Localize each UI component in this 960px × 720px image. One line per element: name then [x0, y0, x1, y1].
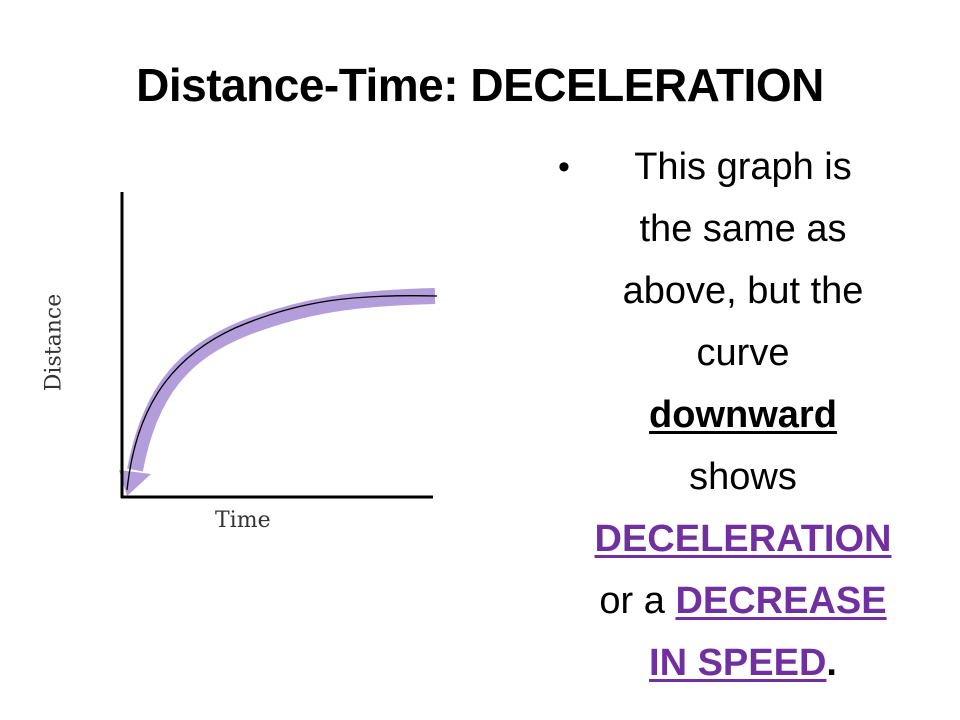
deceleration-arrow-band	[127, 288, 436, 472]
emphasis-downward: downward	[649, 394, 837, 436]
accent-in-speed: IN SPEED	[649, 642, 827, 684]
bullet-line: curve	[696, 332, 790, 374]
bullet-line: This graph is	[634, 146, 852, 188]
bullet-dot-icon: •	[558, 148, 570, 186]
bullet-line: or a	[599, 580, 676, 622]
accent-deceleration: DECELERATION	[594, 518, 892, 560]
accent-decrease: DECREASE	[675, 580, 887, 622]
bullet-line: above, but the	[622, 270, 864, 312]
distance-time-curve	[126, 295, 438, 491]
x-axis-label: Time	[215, 508, 271, 533]
graph-canvas	[119, 192, 438, 499]
y-axis-label: Distance	[41, 293, 67, 392]
slide-title: Distance-Time: DECELERATION	[136, 59, 824, 111]
deceleration-arrow-head	[119, 470, 151, 496]
distance-time-graph	[55, 180, 455, 550]
bullet-period: .	[826, 642, 837, 684]
bullet-point: • This graph is the same as above, but t…	[548, 136, 918, 694]
bullet-line: the same as	[639, 208, 847, 250]
bullet-text: This graph is the same as above, but the…	[548, 136, 918, 694]
bullet-line: shows	[689, 456, 797, 498]
